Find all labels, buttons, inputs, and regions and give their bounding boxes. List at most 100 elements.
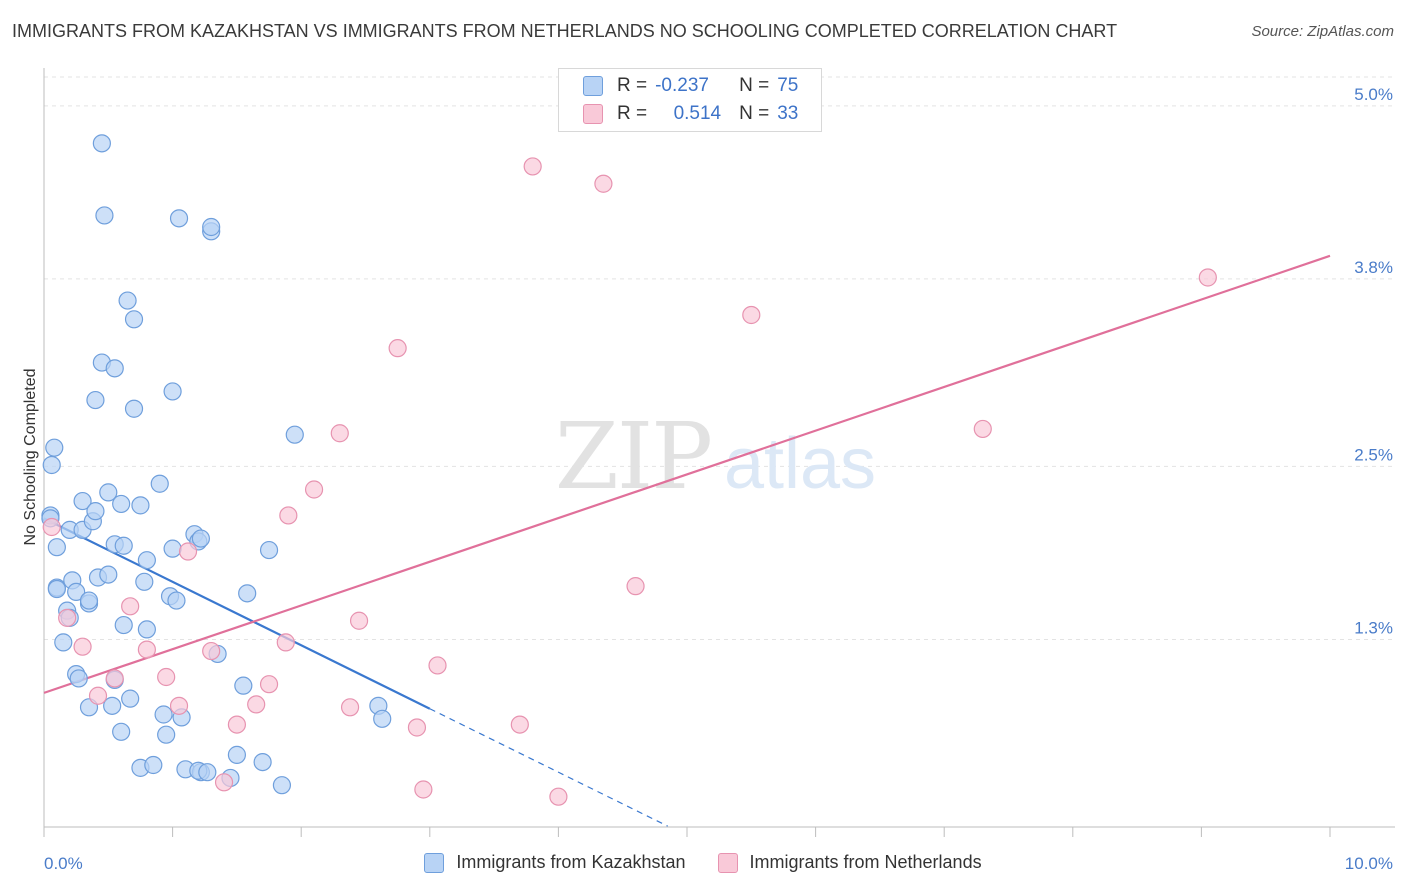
x-tick-label-min: 0.0% xyxy=(44,854,83,873)
trend-lines xyxy=(43,254,1331,827)
point-kazakhstan xyxy=(92,134,111,153)
point-kazakhstan xyxy=(124,310,144,329)
legend-n-label: N = xyxy=(739,75,770,96)
point-netherlands xyxy=(414,780,433,799)
point-kazakhstan xyxy=(137,620,156,639)
point-kazakhstan xyxy=(150,474,169,493)
point-kazakhstan xyxy=(259,540,279,560)
trend-line-kazakhstan-extension xyxy=(429,708,668,827)
point-netherlands xyxy=(549,787,568,806)
point-kazakhstan xyxy=(118,291,137,310)
legend-swatch-kazakhstan xyxy=(583,76,603,96)
point-kazakhstan xyxy=(105,359,124,378)
legend-r-value: 0.514 xyxy=(673,103,722,124)
point-netherlands xyxy=(121,597,140,616)
point-kazakhstan xyxy=(234,676,253,695)
bottom-legend-kazakhstan: Immigrants from Kazakhstan xyxy=(424,852,686,873)
point-netherlands xyxy=(169,696,189,715)
point-netherlands xyxy=(330,424,349,443)
point-netherlands xyxy=(279,506,298,525)
legend-swatch-netherlands xyxy=(583,104,603,124)
point-kazakhstan xyxy=(137,551,156,570)
point-netherlands xyxy=(157,667,176,687)
axes xyxy=(43,68,1395,837)
point-kazakhstan xyxy=(42,455,61,475)
point-kazakhstan xyxy=(95,206,114,225)
legend-row-netherlands: R = 0.514 N = 33 xyxy=(583,102,798,126)
bottom-legend-swatch-kazakhstan xyxy=(424,852,445,873)
y-tick-label: 2.5% xyxy=(1354,445,1393,464)
point-kazakhstan xyxy=(69,669,88,688)
bottom-legend-label-kazakhstan: Immigrants from Kazakhstan xyxy=(456,852,686,872)
legend-r-label: R = xyxy=(617,75,648,96)
y-tick-label: 3.8% xyxy=(1354,258,1393,277)
legend-r-value: -0.237 xyxy=(655,75,709,96)
point-kazakhstan xyxy=(253,752,272,772)
point-netherlands xyxy=(42,517,61,537)
watermark-zip: ZIP xyxy=(555,403,711,510)
point-kazakhstan xyxy=(112,494,131,514)
point-netherlands xyxy=(1198,268,1217,287)
point-kazakhstan xyxy=(202,217,221,237)
point-netherlands xyxy=(247,695,266,714)
point-kazakhstan xyxy=(86,502,105,521)
point-kazakhstan xyxy=(272,776,292,795)
point-netherlands xyxy=(340,698,360,717)
point-kazakhstan xyxy=(198,763,217,782)
point-netherlands xyxy=(742,305,761,325)
point-netherlands xyxy=(388,339,407,358)
y-axis-label: No Schooling Completed xyxy=(22,369,39,546)
point-netherlands xyxy=(105,669,124,688)
point-kazakhstan xyxy=(47,538,66,557)
trend-line-netherlands xyxy=(43,254,1331,694)
point-netherlands xyxy=(304,480,324,499)
chart-title: IMMIGRANTS FROM KAZAKHSTAN VS IMMIGRANTS… xyxy=(12,21,1118,41)
point-kazakhstan xyxy=(157,725,176,744)
point-netherlands xyxy=(626,577,645,596)
legend-row-kazakhstan: R = -0.237 N = 75 xyxy=(583,74,798,98)
point-kazakhstan xyxy=(73,491,92,511)
point-netherlands xyxy=(73,637,92,656)
data-points xyxy=(41,134,1217,806)
point-netherlands xyxy=(594,174,613,193)
point-kazakhstan xyxy=(135,572,154,591)
tick-labels: 1.3% 2.5% 3.8% 5.0% 0.0% 10.0% xyxy=(44,85,1393,873)
grid-lines xyxy=(44,76,1395,640)
legend-n-value: 75 xyxy=(777,75,799,96)
point-netherlands xyxy=(178,542,198,561)
point-kazakhstan xyxy=(285,425,304,444)
point-kazakhstan xyxy=(54,633,73,652)
bottom-legend-swatch-netherlands xyxy=(717,852,738,873)
point-kazakhstan xyxy=(144,755,163,775)
point-kazakhstan xyxy=(163,539,182,558)
bottom-legend: Immigrants from Kazakhstan Immigrants fr… xyxy=(0,852,1406,873)
watermark: ZIP atlas xyxy=(555,403,876,510)
bottom-legend-label-netherlands: Immigrants from Netherlands xyxy=(749,852,982,872)
point-kazakhstan xyxy=(47,579,66,599)
point-netherlands xyxy=(523,157,542,176)
legend-box: R = -0.237 N = 75 R = 0.514 N = 33 xyxy=(558,68,822,132)
point-netherlands xyxy=(88,686,108,705)
point-netherlands xyxy=(349,611,369,630)
point-kazakhstan xyxy=(86,390,105,410)
y-tick-label: 5.0% xyxy=(1354,85,1393,104)
point-kazakhstan xyxy=(99,483,118,502)
point-netherlands xyxy=(58,608,77,627)
x-tick-label-max: 10.0% xyxy=(1345,854,1393,873)
point-kazakhstan xyxy=(167,591,186,610)
point-kazakhstan xyxy=(112,722,131,741)
source-label: Source: ZipAtlas.com xyxy=(1251,23,1394,40)
point-kazakhstan xyxy=(103,696,122,715)
bottom-legend-netherlands: Immigrants from Netherlands xyxy=(717,852,982,873)
point-netherlands xyxy=(202,641,221,661)
point-kazakhstan xyxy=(121,689,140,708)
point-kazakhstan xyxy=(114,536,133,555)
point-netherlands xyxy=(973,419,992,439)
point-netherlands xyxy=(407,718,427,737)
point-kazakhstan xyxy=(163,382,182,401)
point-kazakhstan xyxy=(227,745,246,764)
point-netherlands xyxy=(227,715,246,734)
point-kazakhstan xyxy=(114,615,133,635)
watermark-atlas: atlas xyxy=(724,424,876,504)
